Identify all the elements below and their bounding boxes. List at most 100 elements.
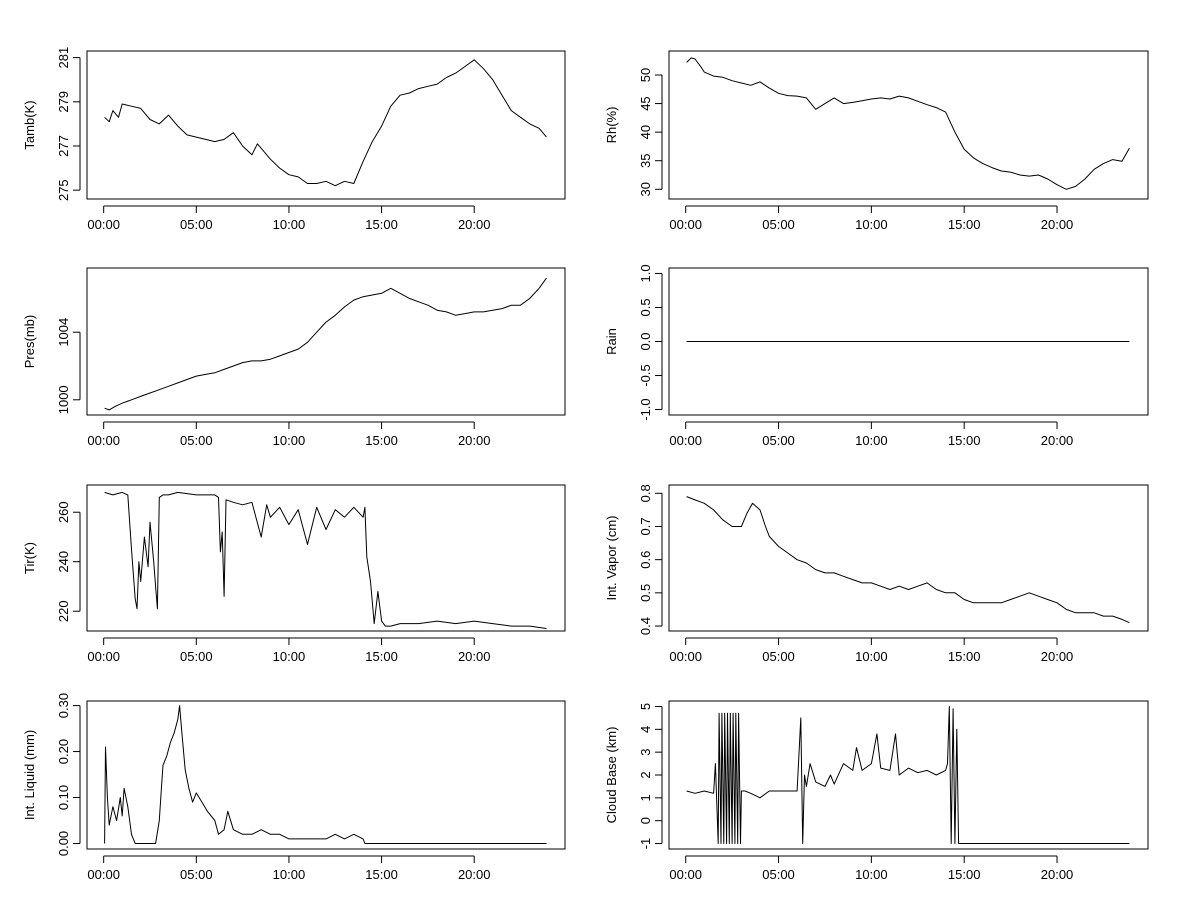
x-tick-label: 05:00 bbox=[180, 649, 213, 664]
y-tick-label: 277 bbox=[56, 135, 71, 157]
chart-panel-3: 00:00 05:00 10:00 15:00 20:00 1000 1004 Pres(mb… bbox=[22, 267, 566, 448]
x-tick-label: 00:00 bbox=[669, 217, 702, 232]
y-tick-label: 35 bbox=[638, 153, 653, 167]
y-tick-label: 1000 bbox=[56, 385, 71, 414]
y-tick-label: -1.0 bbox=[638, 398, 653, 420]
x-tick-label: 15:00 bbox=[948, 217, 981, 232]
chart-panel-5: 00:00 05:00 10:00 15:00 20:00 220 240 260 Tir(K) bbox=[22, 484, 566, 664]
x-tick-label: 05:00 bbox=[180, 867, 213, 882]
series-line bbox=[104, 705, 547, 844]
y-tick-label: 240 bbox=[56, 551, 71, 573]
x-tick-label: 05:00 bbox=[180, 217, 213, 232]
y-axis-title: Pres(mb) bbox=[22, 315, 37, 368]
y-tick-label: 0 bbox=[638, 817, 653, 824]
plot-frame bbox=[668, 700, 1149, 850]
y-tick-label: 50 bbox=[638, 68, 653, 82]
chart-panel-8: 00:00 05:00 10:00 15:00 20:00 -1 0 1 2 3 4 5 Cloud B… bbox=[604, 700, 1149, 882]
y-tick-label: 0.00 bbox=[56, 831, 71, 856]
x-tick-label: 10:00 bbox=[855, 649, 888, 664]
x-tick-label: 15:00 bbox=[365, 433, 398, 448]
y-tick-label: 220 bbox=[56, 600, 71, 622]
x-tick-label: 15:00 bbox=[365, 217, 398, 232]
y-tick-label: 0.6 bbox=[638, 551, 653, 569]
x-tick-label: 20:00 bbox=[1041, 867, 1074, 882]
x-tick-label: 20:00 bbox=[458, 217, 491, 232]
series-line bbox=[686, 496, 1130, 624]
chart-panel-7: 00:00 05:00 10:00 15:00 20:00 0.00 0.10 0.20 0.3… bbox=[22, 693, 566, 882]
y-tick-label: 279 bbox=[56, 91, 71, 113]
x-tick-label: 20:00 bbox=[458, 867, 491, 882]
plot-frame bbox=[86, 267, 566, 416]
y-axis-title: Tir(K) bbox=[22, 542, 37, 574]
x-tick-label: 10:00 bbox=[855, 433, 888, 448]
x-tick-label: 00:00 bbox=[87, 433, 120, 448]
x-tick-label: 00:00 bbox=[669, 433, 702, 448]
chart-panel-2: 00:00 05:00 10:00 15:00 20:00 30 35 40 45 50 Rh(%) bbox=[604, 50, 1149, 232]
x-tick-label: 10:00 bbox=[273, 433, 306, 448]
y-tick-label: 0.20 bbox=[56, 739, 71, 764]
y-tick-label: 0.8 bbox=[638, 484, 653, 502]
y-tick-label: 30 bbox=[638, 182, 653, 196]
x-tick-label: 10:00 bbox=[273, 867, 306, 882]
y-axis-title: Int. Vapor (cm) bbox=[604, 515, 619, 600]
x-tick-label: 15:00 bbox=[365, 867, 398, 882]
y-tick-label: -0.5 bbox=[638, 364, 653, 386]
x-tick-label: 10:00 bbox=[855, 867, 888, 882]
chart-panel-4: 00:00 05:00 10:00 15:00 20:00 -1.0 -0.5 0.0 0.5 1… bbox=[604, 264, 1149, 448]
y-tick-label: 281 bbox=[56, 47, 71, 69]
x-tick-label: 00:00 bbox=[87, 867, 120, 882]
plot-frame bbox=[668, 484, 1149, 632]
x-tick-label: 05:00 bbox=[180, 433, 213, 448]
y-tick-label: 0.30 bbox=[56, 693, 71, 718]
y-tick-label: -1 bbox=[638, 838, 653, 850]
y-axis-title: Tamb(K) bbox=[22, 100, 37, 149]
series-line bbox=[686, 57, 1130, 190]
y-tick-label: 2 bbox=[638, 771, 653, 778]
x-tick-label: 15:00 bbox=[948, 649, 981, 664]
plot-frame bbox=[86, 484, 566, 632]
x-tick-label: 05:00 bbox=[762, 217, 795, 232]
x-tick-label: 10:00 bbox=[855, 217, 888, 232]
x-tick-label: 10:00 bbox=[273, 217, 306, 232]
x-tick-label: 15:00 bbox=[948, 867, 981, 882]
x-tick-label: 05:00 bbox=[762, 649, 795, 664]
series-line bbox=[104, 59, 547, 187]
y-tick-label: 0.5 bbox=[638, 584, 653, 602]
y-tick-label: 5 bbox=[638, 703, 653, 710]
series-line bbox=[104, 491, 547, 629]
x-tick-label: 05:00 bbox=[762, 433, 795, 448]
x-tick-label: 15:00 bbox=[948, 433, 981, 448]
y-tick-label: 1 bbox=[638, 794, 653, 801]
y-tick-label: 275 bbox=[56, 179, 71, 201]
x-tick-label: 00:00 bbox=[87, 649, 120, 664]
y-tick-label: 0.4 bbox=[638, 617, 653, 635]
x-tick-label: 00:00 bbox=[669, 867, 702, 882]
x-tick-label: 20:00 bbox=[458, 433, 491, 448]
plot-frame bbox=[668, 267, 1149, 416]
y-tick-label: 45 bbox=[638, 96, 653, 110]
y-tick-label: 4 bbox=[638, 726, 653, 733]
chart-panel-1: 00:00 05:00 10:00 15:00 20:00 275 277 279 281 Tam… bbox=[22, 47, 566, 232]
y-tick-label: 1004 bbox=[56, 318, 71, 347]
plot-frame bbox=[86, 700, 566, 850]
plot-frame bbox=[86, 50, 566, 200]
y-tick-label: 40 bbox=[638, 125, 653, 139]
y-tick-label: 3 bbox=[638, 749, 653, 756]
y-tick-label: 0.7 bbox=[638, 517, 653, 535]
y-tick-label: 0.0 bbox=[638, 332, 653, 350]
chart-panel-6: 00:00 05:00 10:00 15:00 20:00 0.4 0.5 0.6 0.7 0.8… bbox=[604, 484, 1149, 664]
y-tick-label: 1.0 bbox=[638, 264, 653, 282]
x-tick-label: 00:00 bbox=[87, 217, 120, 232]
x-tick-label: 00:00 bbox=[669, 649, 702, 664]
series-line bbox=[686, 706, 1130, 844]
y-tick-label: 260 bbox=[56, 501, 71, 523]
y-axis-title: Int. Liquid (mm) bbox=[22, 730, 37, 820]
x-tick-label: 15:00 bbox=[365, 649, 398, 664]
y-axis-title: Cloud Base (km) bbox=[604, 727, 619, 824]
y-tick-label: 0.10 bbox=[56, 785, 71, 810]
x-tick-label: 20:00 bbox=[458, 649, 491, 664]
x-tick-label: 05:00 bbox=[762, 867, 795, 882]
x-tick-label: 20:00 bbox=[1041, 217, 1074, 232]
x-tick-label: 20:00 bbox=[1041, 433, 1074, 448]
